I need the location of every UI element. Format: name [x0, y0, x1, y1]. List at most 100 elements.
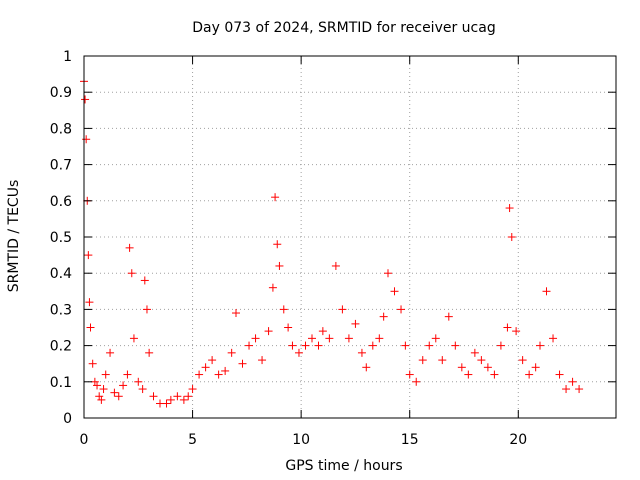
data-point: [149, 392, 158, 401]
x-tick-label: 5: [188, 432, 197, 448]
data-point: [110, 388, 119, 397]
data-point: [279, 305, 288, 314]
data-point: [245, 341, 254, 350]
grid-lines: [84, 56, 616, 418]
y-tick-label: 0.8: [50, 121, 72, 137]
data-point: [451, 341, 460, 350]
data-point: [507, 233, 516, 241]
data-point: [405, 370, 414, 379]
data-point: [140, 276, 149, 285]
data-point: [418, 356, 427, 365]
data-point: [275, 261, 284, 270]
data-point: [397, 305, 406, 314]
data-point: [525, 370, 534, 379]
data-point: [483, 363, 492, 372]
data-point: [362, 363, 371, 372]
data-point: [86, 323, 95, 332]
data-point: [81, 95, 90, 104]
data-point: [490, 370, 499, 379]
data-point: [125, 243, 134, 252]
data-point: [264, 327, 273, 336]
data-point: [184, 392, 193, 401]
data-point: [138, 385, 147, 394]
data-point: [314, 341, 323, 350]
data-point: [162, 399, 171, 408]
data-point: [127, 269, 136, 278]
data-point: [166, 395, 175, 404]
x-tick-label: 20: [509, 432, 527, 448]
y-tick-label: 0.2: [50, 339, 72, 355]
data-point: [344, 334, 353, 343]
data-point: [88, 359, 97, 368]
data-point: [325, 334, 334, 343]
data-point: [568, 377, 577, 386]
data-point: [470, 348, 479, 357]
data-point: [179, 395, 188, 404]
data-point: [575, 385, 584, 394]
data-point: [238, 359, 247, 368]
data-point: [477, 356, 486, 365]
axis-ticks: [83, 55, 616, 419]
x-tick-labels: 0 5 10 15 20: [80, 432, 528, 448]
y-tick-label: 0.1: [50, 375, 72, 391]
data-point: [273, 240, 282, 249]
data-point: [308, 334, 316, 343]
y-tick-label: 0: [63, 411, 72, 427]
data-point: [464, 370, 473, 379]
data-point: [390, 287, 399, 296]
data-point: [114, 392, 123, 401]
data-point: [284, 323, 293, 332]
data-point: [457, 363, 466, 372]
data-point: [384, 269, 392, 278]
chart-title: Day 073 of 2024, SRMTID for receiver uca…: [192, 20, 495, 36]
data-point: [357, 348, 366, 357]
data-point: [134, 377, 143, 386]
data-point: [318, 327, 327, 336]
data-point: [188, 385, 197, 394]
data-point: [368, 341, 377, 350]
data-point: [268, 283, 277, 292]
data-point: [142, 305, 151, 314]
y-tick-label: 0.6: [50, 194, 72, 210]
data-point: [201, 363, 210, 372]
data-point: [496, 341, 505, 350]
data-point: [129, 334, 138, 343]
data-point: [101, 370, 110, 379]
data-point: [438, 356, 447, 365]
data-point: [331, 261, 340, 270]
data-point: [232, 309, 240, 318]
data-point: [271, 193, 280, 202]
data-point: [145, 348, 154, 357]
y-tick-label: 0.9: [50, 85, 72, 101]
data-point: [375, 334, 384, 343]
data-point: [106, 348, 115, 357]
data-point: [288, 341, 297, 350]
data-point: [97, 395, 106, 404]
data-point: [195, 370, 204, 379]
data-point: [119, 381, 128, 390]
data-point: [294, 348, 303, 357]
data-point: [503, 323, 512, 332]
data-point: [84, 251, 93, 260]
data-point: [444, 312, 453, 321]
data-point: [401, 341, 410, 350]
data-point: [221, 366, 230, 375]
data-point: [505, 204, 514, 213]
x-tick-label: 10: [292, 432, 310, 448]
data-point: [531, 363, 540, 372]
data-point: [208, 356, 217, 365]
data-point: [562, 385, 571, 394]
data-point: [431, 334, 440, 343]
x-tick-label: 0: [80, 432, 89, 448]
y-axis-label: SRMTID / TECUs: [6, 180, 22, 293]
data-point: [536, 341, 544, 350]
data-point: [258, 356, 267, 365]
data-point: [542, 287, 551, 296]
data-point: [227, 348, 236, 357]
data-point: [301, 341, 310, 350]
y-tick-label: 0.3: [50, 302, 72, 318]
data-point: [338, 305, 347, 314]
data-point: [251, 334, 260, 343]
data-point: [425, 341, 434, 350]
data-point: [351, 319, 360, 328]
